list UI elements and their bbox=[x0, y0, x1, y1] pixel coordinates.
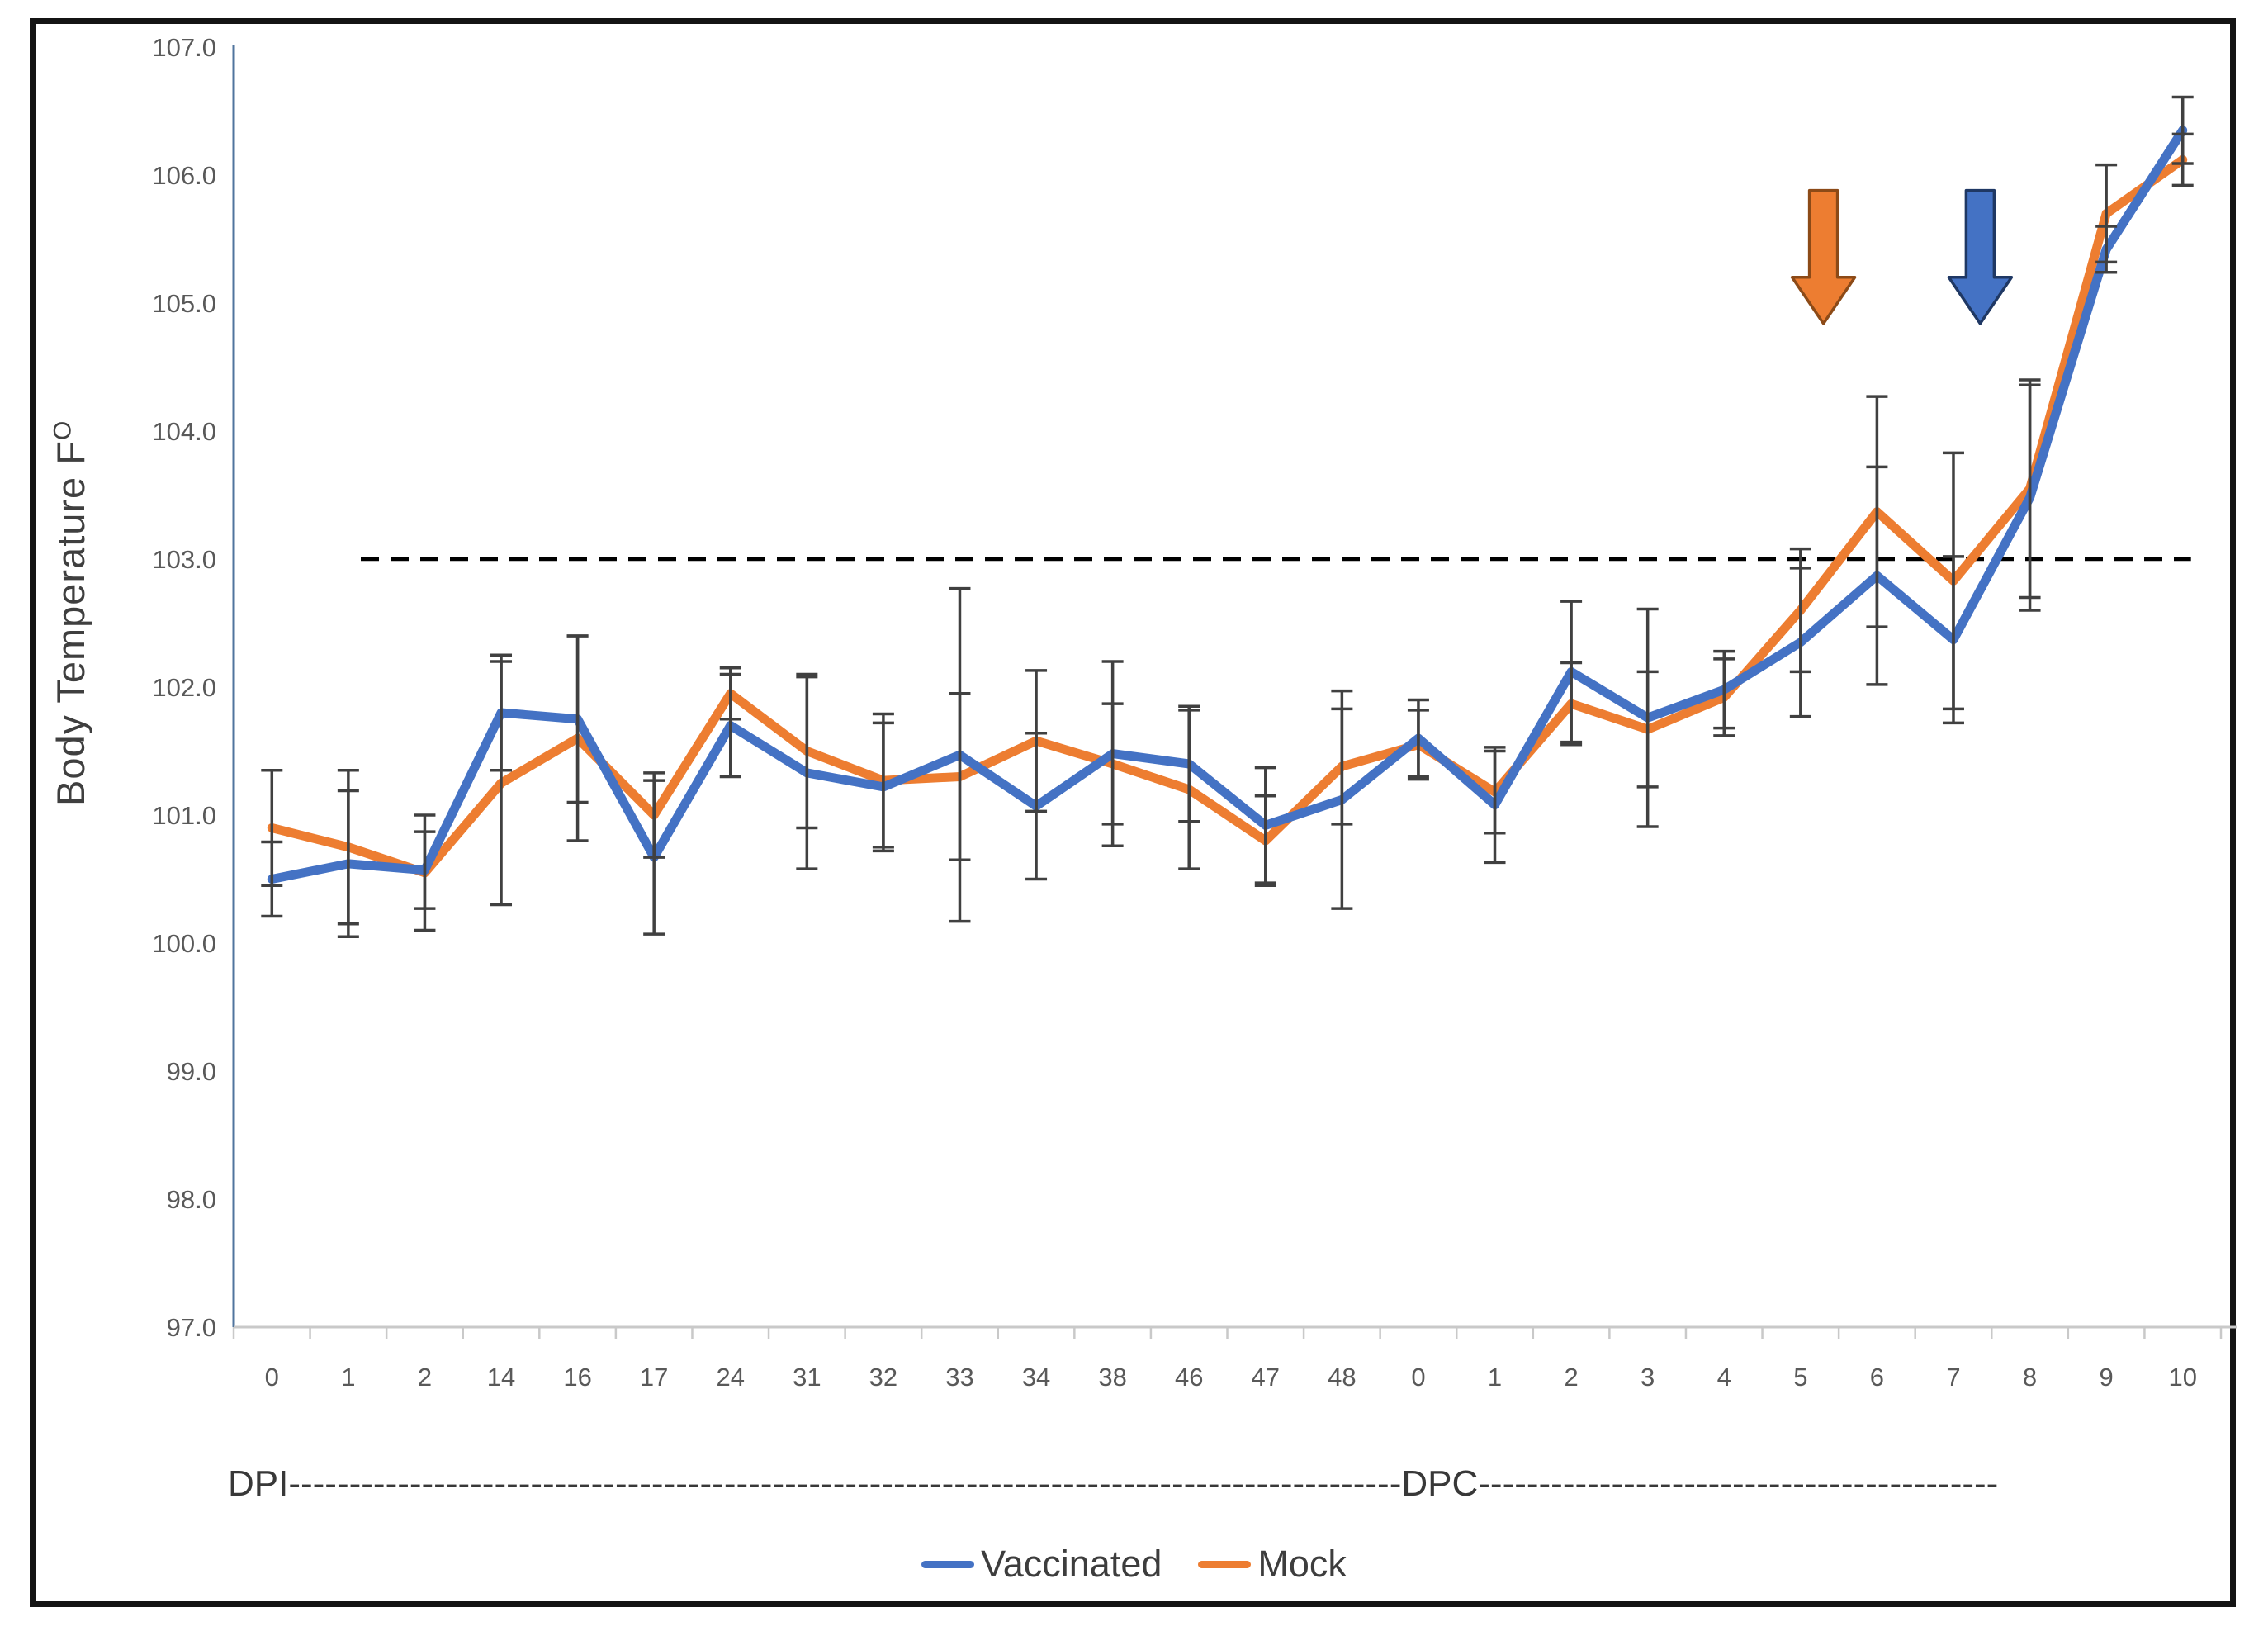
y-axis-title-superscript: O bbox=[49, 420, 77, 441]
y-tick-label: 98.0 bbox=[167, 1185, 216, 1214]
series-line-vaccinated bbox=[267, 126, 2188, 884]
legend: Vaccinated Mock bbox=[0, 1543, 2268, 1586]
x-tick-label: 8 bbox=[2023, 1363, 2037, 1392]
x-tick-label: 0 bbox=[1411, 1363, 1425, 1392]
mock-line-swatch-icon bbox=[1198, 1560, 1252, 1568]
legend-label-vaccinated: Vaccinated bbox=[981, 1543, 1162, 1585]
figure-border bbox=[30, 18, 2236, 1607]
y-tick-label: 101.0 bbox=[152, 801, 216, 830]
x-tick-label: 38 bbox=[1098, 1363, 1126, 1392]
x-tick-label: 7 bbox=[1946, 1363, 1960, 1392]
y-tick-label: 105.0 bbox=[152, 289, 216, 318]
y-tick-label: 107.0 bbox=[152, 33, 216, 62]
y-axis-title: Body Temperature FO bbox=[48, 420, 93, 806]
y-tick-label: 97.0 bbox=[167, 1313, 216, 1342]
y-tick-label: 106.0 bbox=[152, 161, 216, 190]
y-tick-label: 103.0 bbox=[152, 545, 216, 574]
x-axis-group-label: DPI-------------------------------------… bbox=[228, 1463, 1999, 1504]
x-tick-label: 0 bbox=[265, 1363, 279, 1392]
x-tick-label: 17 bbox=[640, 1363, 668, 1392]
mock-fever-arrow-icon bbox=[1790, 188, 1857, 325]
x-tick-label: 1 bbox=[1488, 1363, 1502, 1392]
x-tick-label: 1 bbox=[341, 1363, 355, 1392]
x-tick-label: 14 bbox=[487, 1363, 515, 1392]
x-tick-label: 2 bbox=[418, 1363, 432, 1392]
x-tick-label: 32 bbox=[869, 1363, 897, 1392]
vaccinated-line-swatch-icon bbox=[921, 1560, 975, 1568]
x-tick-label: 9 bbox=[2100, 1363, 2114, 1392]
x-tick-label: 3 bbox=[1641, 1363, 1655, 1392]
series-line-mock bbox=[267, 154, 2188, 878]
x-tick-label: 47 bbox=[1252, 1363, 1280, 1392]
x-tick-label: 10 bbox=[2168, 1363, 2196, 1392]
x-tick-label: 34 bbox=[1022, 1363, 1050, 1392]
x-tick-label: 4 bbox=[1717, 1363, 1731, 1392]
x-tick-label: 31 bbox=[793, 1363, 821, 1392]
legend-item-vaccinated: Vaccinated bbox=[921, 1543, 1162, 1586]
y-tick-label: 100.0 bbox=[152, 929, 216, 958]
x-tick-label: 33 bbox=[945, 1363, 973, 1392]
x-tick-label: 24 bbox=[717, 1363, 745, 1392]
x-tick-label: 2 bbox=[1564, 1363, 1578, 1392]
legend-label-mock: Mock bbox=[1257, 1543, 1347, 1585]
y-axis-title-text: Body Temperature F bbox=[49, 440, 92, 806]
x-tick-label: 48 bbox=[1328, 1363, 1356, 1392]
x-tick-label: 6 bbox=[1870, 1363, 1884, 1392]
vaccinated-fever-arrow-icon bbox=[1947, 188, 2014, 325]
y-tick-label: 102.0 bbox=[152, 673, 216, 702]
x-tick-label: 5 bbox=[1793, 1363, 1807, 1392]
x-tick-label: 16 bbox=[563, 1363, 591, 1392]
y-tick-label: 104.0 bbox=[152, 417, 216, 446]
legend-item-mock: Mock bbox=[1198, 1543, 1347, 1586]
y-tick-label: 99.0 bbox=[167, 1057, 216, 1086]
x-tick-label: 46 bbox=[1175, 1363, 1203, 1392]
